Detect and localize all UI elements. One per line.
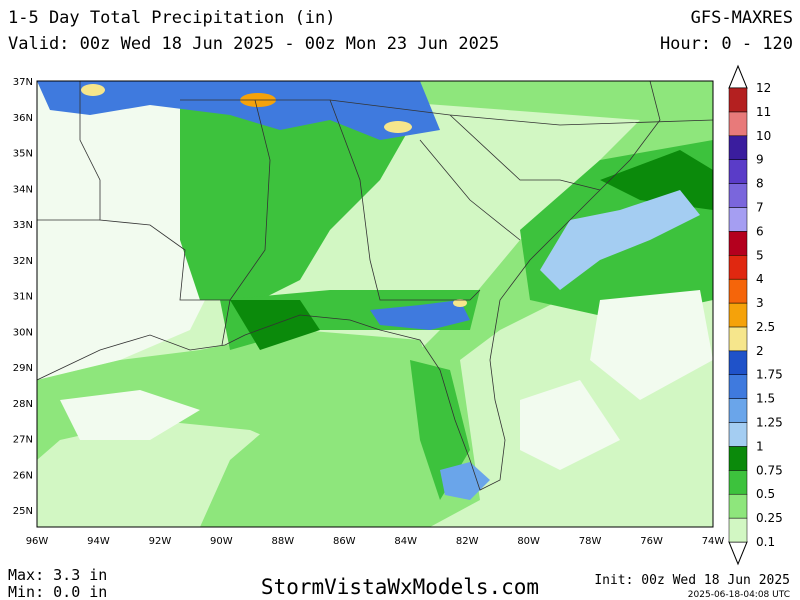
lat-label: 27N xyxy=(13,435,33,446)
colorbar-swatch xyxy=(728,374,748,399)
colorbar-swatch xyxy=(728,350,748,375)
lat-label: 31N xyxy=(13,292,33,303)
colorbar-label: 2.5 xyxy=(756,320,775,334)
lat-label: 34N xyxy=(13,184,33,195)
colorbar-swatch xyxy=(728,517,748,543)
lat-label: 30N xyxy=(13,327,33,338)
colorbar-label: 3 xyxy=(756,296,764,310)
colorbar-swatch xyxy=(728,111,748,137)
colorbar-swatch xyxy=(728,159,748,184)
lon-label: 94W xyxy=(87,536,110,547)
colorbar-swatch xyxy=(728,446,748,471)
valid: Valid: 00z Wed 18 Jun 2025 - 00z Mon 23 … xyxy=(8,34,499,54)
colorbar-swatch xyxy=(728,87,748,113)
colorbar-swatch xyxy=(728,470,748,495)
colorbar-swatch xyxy=(728,183,748,208)
colorbar-label: 4 xyxy=(756,272,764,286)
lon-label: 84W xyxy=(394,536,417,547)
lon-label: 96W xyxy=(26,536,49,547)
colorbar-swatch xyxy=(728,302,748,328)
colorbar-swatch xyxy=(728,255,748,280)
colorbar-label: 0.25 xyxy=(756,511,783,525)
colorbar-swatch xyxy=(728,207,748,232)
lon-label: 86W xyxy=(333,536,356,547)
colorbar-label: 5 xyxy=(756,248,764,262)
lon-label: 90W xyxy=(210,536,233,547)
colorbar-swatch xyxy=(728,278,748,304)
lat-label: 26N xyxy=(13,470,33,481)
colorbar-label: 1.25 xyxy=(756,416,783,430)
site: StormVistaWxModels.com xyxy=(261,575,539,599)
init: Init: 00z Wed 18 Jun 2025 xyxy=(594,573,790,588)
lat-label: 35N xyxy=(13,149,33,160)
lat-label: 37N xyxy=(13,77,33,88)
colorbar-swatch xyxy=(728,231,748,256)
colorbar-swatch xyxy=(728,422,748,447)
colorbar-label: 1.5 xyxy=(756,392,775,406)
lon-label: 76W xyxy=(640,536,663,547)
lon-label: 92W xyxy=(149,536,172,547)
colorbar-swatch xyxy=(728,326,748,352)
colorbar-label: 0.1 xyxy=(756,535,775,549)
colorbar-label: 8 xyxy=(756,177,764,191)
colorbar-swatch xyxy=(728,493,748,519)
colorbar-label: 6 xyxy=(756,224,764,238)
colorbar-label: 1 xyxy=(756,439,764,453)
timestamp: 2025-06-18-04:08 UTC xyxy=(688,590,790,600)
lat-label: 28N xyxy=(13,399,33,410)
min: Min: 0.0 in xyxy=(8,583,107,600)
lat-label: 29N xyxy=(13,363,33,374)
colorbar-label: 1.75 xyxy=(756,368,783,382)
lon-label: 78W xyxy=(579,536,602,547)
lon-label: 74W xyxy=(702,536,725,547)
lat-label: 36N xyxy=(13,113,33,124)
colorbar-label: 10 xyxy=(756,129,771,143)
lat-label: 32N xyxy=(13,256,33,267)
colorbar-label: 9 xyxy=(756,153,764,167)
map xyxy=(36,80,714,528)
colorbar-swatch xyxy=(728,398,748,423)
title: 1-5 Day Total Precipitation (in) xyxy=(8,8,336,28)
colorbar-label: 11 xyxy=(756,105,771,119)
model: GFS-MAXRES xyxy=(691,8,793,28)
colorbar-bottom xyxy=(728,541,748,566)
colorbar-top xyxy=(728,64,748,89)
colorbar-label: 7 xyxy=(756,200,764,214)
colorbar-label: 0.5 xyxy=(756,487,775,501)
lon-label: 82W xyxy=(456,536,479,547)
lon-label: 88W xyxy=(272,536,295,547)
colorbar-label: 12 xyxy=(756,81,771,95)
colorbar-swatch xyxy=(728,135,748,160)
lat-label: 25N xyxy=(13,506,33,517)
colorbar-label: 2 xyxy=(756,344,764,358)
hour: Hour: 0 - 120 xyxy=(660,34,793,54)
lat-label: 33N xyxy=(13,220,33,231)
colorbar-label: 0.75 xyxy=(756,463,783,477)
max: Max: 3.3 in xyxy=(8,566,107,584)
lon-label: 80W xyxy=(517,536,540,547)
